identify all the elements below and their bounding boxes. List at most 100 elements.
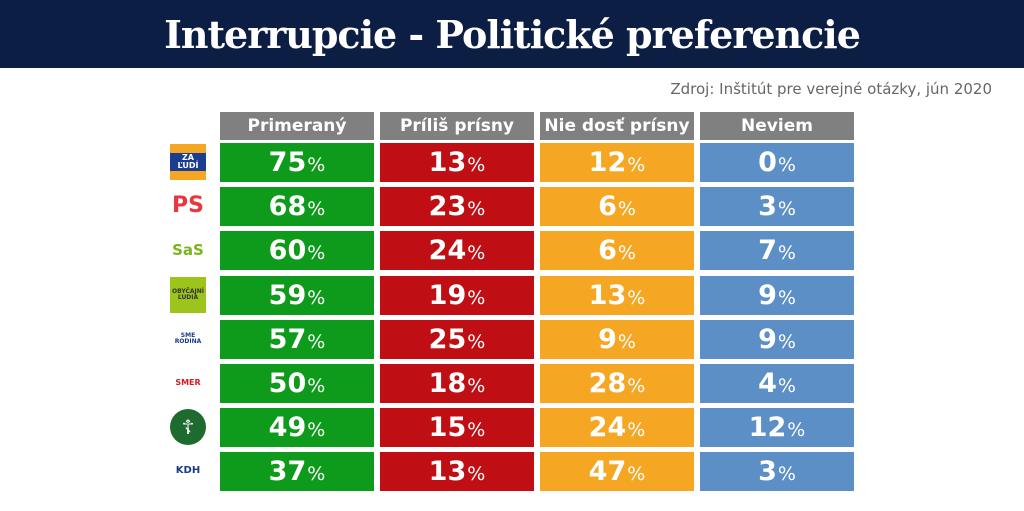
percent-sign: % [627, 286, 646, 309]
data-label: 49 [268, 412, 307, 444]
percent-sign: % [467, 154, 486, 176]
percent-sign: % [467, 419, 486, 442]
value-cell: 68% [220, 187, 374, 227]
data-label: 13 [588, 279, 627, 311]
value-cell: 19% [380, 275, 534, 315]
data-label: 13 [428, 147, 467, 178]
value-cell: 49% [220, 408, 374, 448]
percent-sign: % [777, 463, 796, 486]
value-cell: 13% [540, 275, 694, 315]
value-cell: 12% [540, 143, 694, 182]
chart-title: Interrupcie - Politické preferencie [164, 11, 861, 57]
percent-sign: % [777, 198, 796, 221]
percent-sign: % [307, 286, 326, 309]
value-cell: 28% [540, 364, 694, 403]
percent-sign: % [467, 242, 486, 265]
party-logo: KDH [175, 465, 201, 477]
column-header: Primeraný [220, 112, 374, 140]
value-cell: 3% [700, 187, 854, 227]
title-banner: Interrupcie - Politické preferencie [0, 0, 1024, 68]
percent-sign: % [307, 375, 326, 397]
data-label: 25 [428, 323, 467, 355]
value-cell: 6% [540, 187, 694, 227]
percent-sign: % [307, 419, 326, 442]
party-logo: SMER [175, 378, 201, 387]
data-label: 12 [748, 412, 787, 444]
data-label: 19 [428, 279, 467, 311]
data-label: 18 [428, 368, 467, 399]
data-label: 12 [588, 147, 627, 178]
percent-sign: % [627, 419, 646, 442]
data-label: 9 [598, 323, 617, 355]
data-label: 24 [428, 235, 467, 267]
percent-sign: % [777, 242, 796, 265]
data-label: 3 [758, 456, 777, 488]
percent-sign: % [777, 375, 796, 397]
data-label: 9 [758, 279, 777, 311]
value-cell: 50% [220, 364, 374, 403]
value-cell: 37% [220, 452, 374, 492]
percent-sign: % [307, 198, 326, 221]
percent-sign: % [307, 242, 326, 265]
data-label: 0 [758, 147, 777, 178]
value-cell: 75% [220, 143, 374, 182]
value-cell: 15% [380, 408, 534, 448]
percent-sign: % [307, 330, 326, 353]
data-label: 6 [598, 235, 617, 267]
percent-sign: % [307, 154, 326, 176]
value-cell: 13% [380, 143, 534, 182]
percent-sign: % [617, 330, 636, 353]
percent-sign: % [617, 198, 636, 221]
percent-sign: % [627, 154, 646, 176]
data-label: 59 [268, 279, 307, 311]
percent-sign: % [467, 330, 486, 353]
data-label: 24 [588, 412, 627, 444]
value-cell: 9% [700, 319, 854, 359]
value-cell: 24% [380, 231, 534, 271]
percent-sign: % [307, 463, 326, 486]
value-cell: 6% [540, 231, 694, 271]
percent-sign: % [617, 242, 636, 265]
party-logo: ☦ [170, 409, 206, 446]
data-label: 13 [428, 456, 467, 488]
value-cell: 3% [700, 452, 854, 492]
value-cell: 9% [540, 319, 694, 359]
value-cell: 23% [380, 187, 534, 227]
value-cell: 12% [700, 408, 854, 448]
data-label: 23 [428, 191, 467, 223]
data-label: 60 [268, 235, 307, 267]
value-cell: 60% [220, 231, 374, 271]
data-label: 6 [598, 191, 617, 223]
data-label: 4 [758, 368, 777, 399]
value-cell: 24% [540, 408, 694, 448]
percent-sign: % [787, 419, 806, 442]
value-cell: 25% [380, 319, 534, 359]
data-label: 9 [758, 323, 777, 355]
data-label: 50 [268, 368, 307, 399]
value-cell: 4% [700, 364, 854, 403]
data-label: 28 [588, 368, 627, 399]
value-cell: 59% [220, 275, 374, 315]
data-label: 47 [588, 456, 627, 488]
data-label: 75 [268, 147, 307, 178]
column-header: Príliš prísny [380, 112, 534, 140]
party-logo: PS [172, 193, 204, 219]
percent-sign: % [467, 375, 486, 397]
value-cell: 18% [380, 364, 534, 403]
value-cell: 57% [220, 319, 374, 359]
data-label: 3 [758, 191, 777, 223]
column-header: Nie dosť prísny [540, 112, 694, 140]
data-label: 15 [428, 412, 467, 444]
party-logo: OBYČAJNÍ ĽUDIA [170, 276, 206, 313]
party-logo: ZA ĽUDÍ [170, 144, 206, 180]
data-label: 57 [268, 323, 307, 355]
percent-sign: % [467, 463, 486, 486]
column-header: Neviem [700, 112, 854, 140]
data-label: 37 [268, 456, 307, 488]
data-label: 7 [758, 235, 777, 267]
value-cell: 13% [380, 452, 534, 492]
party-logo: SME RODINA [174, 331, 202, 345]
percent-sign: % [467, 286, 486, 309]
value-cell: 0% [700, 143, 854, 182]
source-note: Zdroj: Inštitút pre verejné otázky, jún … [670, 80, 992, 98]
